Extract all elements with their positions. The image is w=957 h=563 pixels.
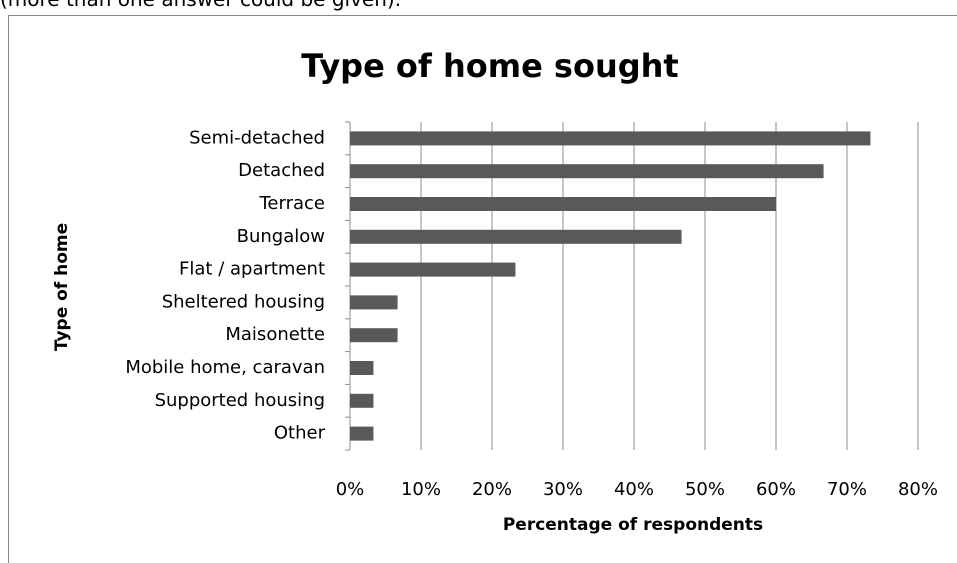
- bar: [350, 361, 374, 375]
- y-axis-title: Type of home: [52, 223, 72, 351]
- y-tick-label: Bungalow: [237, 226, 325, 247]
- bar: [350, 197, 776, 211]
- chart-border: [8, 15, 957, 563]
- y-tick-label: Mobile home, caravan: [125, 357, 325, 378]
- caption: (more than one answer could be given).: [0, 0, 401, 11]
- x-tick-label: 60%: [756, 479, 796, 500]
- y-tick-label: Detached: [238, 160, 325, 181]
- x-tick-label: 70%: [827, 479, 867, 500]
- y-tick-label: Sheltered housing: [162, 291, 325, 312]
- bar: [350, 426, 374, 441]
- y-tick-label: Flat / apartment: [179, 259, 325, 280]
- bar: [350, 393, 374, 408]
- bar: [350, 262, 516, 277]
- y-tick-label: Terrace: [259, 193, 326, 214]
- x-tick-label: 50%: [685, 479, 725, 500]
- bar: [350, 295, 398, 310]
- chart-title: Type of home sought: [301, 47, 678, 85]
- bar: [350, 229, 682, 244]
- x-axis-title: Percentage of respondents: [503, 515, 763, 535]
- x-tick-label: 0%: [336, 479, 365, 500]
- bar: [350, 164, 824, 179]
- bar: [350, 328, 398, 343]
- x-tick-label: 80%: [898, 479, 938, 500]
- x-tick-label: 20%: [472, 479, 512, 500]
- x-tick-label: 10%: [401, 479, 441, 500]
- bar: [350, 131, 871, 146]
- y-tick-label: Semi-detached: [189, 127, 325, 148]
- y-tick-label: Maisonette: [225, 324, 325, 345]
- x-tick-label: 30%: [543, 479, 583, 500]
- y-tick-label: Supported housing: [155, 390, 325, 411]
- x-tick-label: 40%: [614, 479, 654, 500]
- y-tick-label: Other: [274, 423, 326, 444]
